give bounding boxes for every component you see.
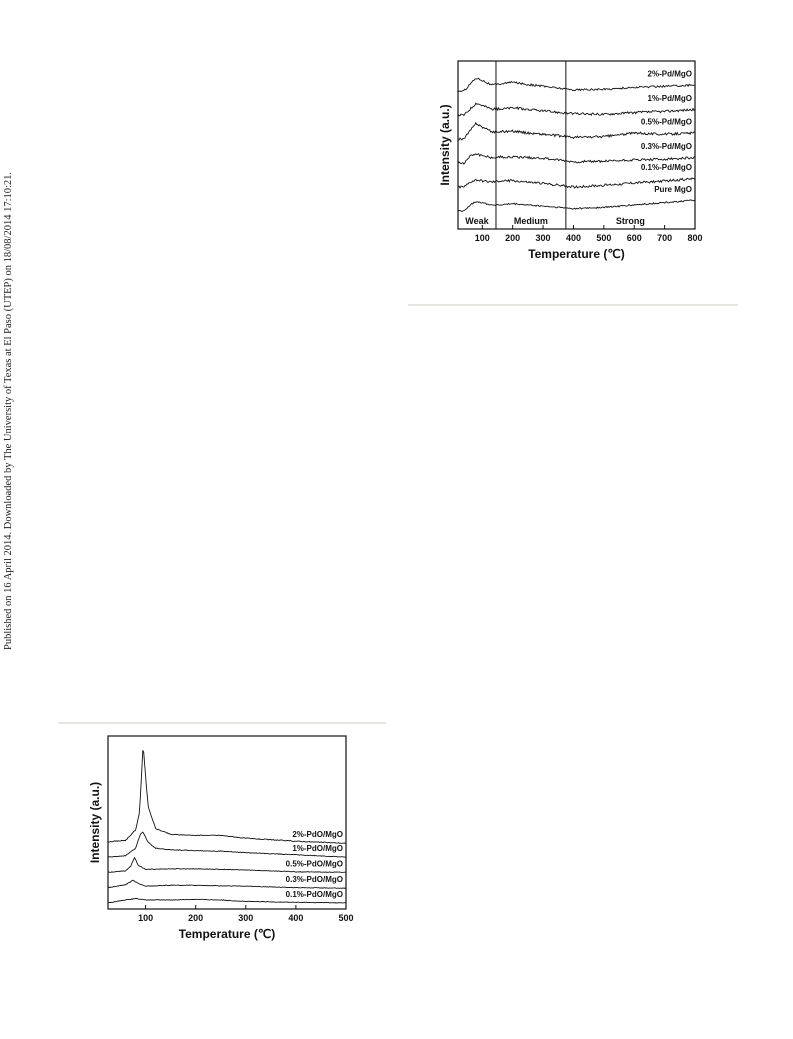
divider-bottom bbox=[58, 722, 386, 724]
series-label: 1%-Pd/MgO bbox=[648, 94, 692, 103]
region-label-medium: Medium bbox=[514, 216, 548, 226]
region-label-weak: Weak bbox=[465, 216, 489, 226]
tpr-chart-bottom: 100 200 300 400 500 Temperature (℃) Intensity … bbox=[88, 735, 354, 941]
x-tick-label: 300 bbox=[536, 233, 551, 243]
x-tick-label: 400 bbox=[288, 913, 303, 923]
series-line-2 bbox=[457, 121, 696, 141]
series-label: Pure MgO bbox=[654, 185, 692, 194]
series-label: 0.3%-PdO/MgO bbox=[286, 875, 343, 884]
series-line-1 bbox=[457, 102, 696, 117]
divider-top bbox=[408, 304, 738, 306]
download-note: Published on 16 April 2014. Downloaded b… bbox=[3, 160, 25, 650]
plot-frame bbox=[107, 735, 347, 910]
series-label: 2%-Pd/MgO bbox=[648, 70, 692, 79]
series-label: 2%-PdO/MgO bbox=[292, 830, 343, 839]
series-label: 0.5%-PdO/MgO bbox=[286, 859, 343, 868]
series-label: 0.3%-Pd/MgO bbox=[641, 142, 692, 151]
x-tick-label: 100 bbox=[475, 233, 490, 243]
x-tick-label: 500 bbox=[596, 233, 611, 243]
region-label-strong: Strong bbox=[616, 216, 645, 226]
series-line-1 bbox=[107, 831, 347, 858]
x-tick-label: 200 bbox=[188, 913, 203, 923]
series-label: 0.1%-PdO/MgO bbox=[286, 890, 343, 899]
x-tick-label: 300 bbox=[238, 913, 253, 923]
x-axis-title: Temperature (℃) bbox=[179, 927, 276, 941]
series-label: 1%-PdO/MgO bbox=[292, 844, 343, 853]
plot-frame bbox=[457, 60, 696, 230]
series-label: 0.5%-Pd/MgO bbox=[641, 118, 692, 127]
series-line-3 bbox=[457, 153, 696, 165]
download-note-text: Published on 16 April 2014. Downloaded b… bbox=[3, 171, 14, 650]
x-tick-label: 200 bbox=[505, 233, 520, 243]
x-tick-label: 800 bbox=[687, 233, 702, 243]
series-line-4 bbox=[457, 177, 696, 189]
tpd-chart-top: 100 200 300 400 500 600 700 800 Temperature (℃) I… bbox=[438, 60, 703, 261]
y-axis-title: Intensity (a.u.) bbox=[88, 782, 102, 863]
series-line-0 bbox=[107, 750, 347, 844]
series-line-5 bbox=[457, 199, 696, 213]
x-tick-label: 700 bbox=[657, 233, 672, 243]
series-line-4 bbox=[107, 898, 347, 904]
x-tick-label: 600 bbox=[627, 233, 642, 243]
x-tick-label: 100 bbox=[138, 913, 153, 923]
series-line-0 bbox=[457, 77, 696, 93]
x-tick-label: 400 bbox=[566, 233, 581, 243]
y-axis-title: Intensity (a.u.) bbox=[438, 104, 452, 185]
series-line-3 bbox=[107, 879, 347, 889]
series-line-2 bbox=[107, 856, 347, 874]
series-label: 0.1%-Pd/MgO bbox=[641, 163, 692, 172]
x-tick-label: 500 bbox=[338, 913, 353, 923]
x-axis-title: Temperature (℃) bbox=[528, 247, 625, 261]
